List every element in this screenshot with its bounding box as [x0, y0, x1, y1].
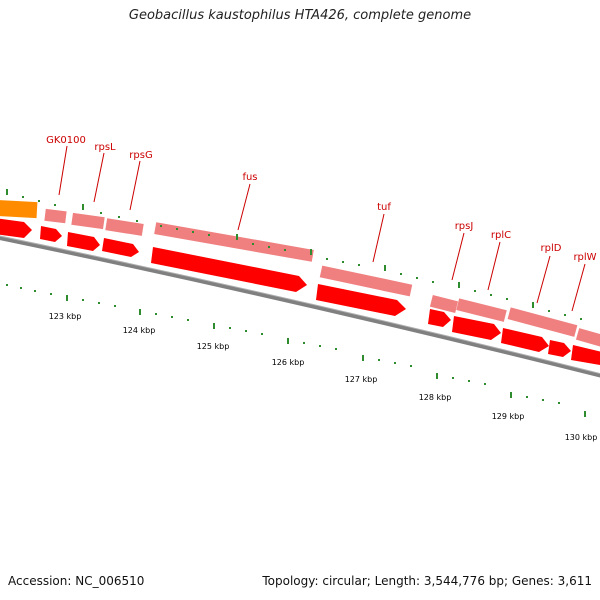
gene-box[interactable] — [154, 222, 314, 262]
gene-arrow[interactable] — [501, 328, 549, 352]
genome-backbone — [0, 236, 600, 378]
kbp-label-126: 126 kbp — [272, 358, 305, 367]
gene-label-rplw[interactable]: rplW — [573, 252, 596, 263]
gene-box[interactable] — [575, 328, 600, 348]
inner-tick-track — [6, 284, 586, 417]
gene-box[interactable] — [105, 218, 144, 236]
gene-label-leaders — [58, 145, 586, 312]
gene-box[interactable] — [71, 212, 105, 230]
gene-arrow[interactable] — [548, 340, 571, 357]
gene-arrow[interactable] — [151, 247, 307, 292]
kbp-labels: 123 kbp 124 kbp 125 kbp 126 kbp 127 kbp … — [49, 312, 598, 442]
gene-label-tuf[interactable]: tuf — [377, 202, 391, 213]
gene-box[interactable] — [319, 265, 413, 297]
kbp-label-123: 123 kbp — [49, 312, 82, 321]
outer-tick-track — [6, 189, 582, 320]
kbp-label-127: 127 kbp — [345, 375, 378, 384]
map-title: Geobacillus kaustophilus HTA426, complet… — [128, 8, 472, 23]
genome-stats-text: Topology: circular; Length: 3,544,776 bp… — [262, 574, 592, 588]
gene-arrow[interactable] — [102, 238, 139, 257]
gene-box[interactable] — [0, 199, 38, 219]
kbp-label-129: 129 kbp — [492, 412, 525, 421]
kbp-label-125: 125 kbp — [197, 342, 230, 351]
gene-box[interactable] — [44, 208, 67, 224]
gene-label-gk0100[interactable]: GK0100 — [46, 135, 86, 146]
gene-label-rplc[interactable]: rplC — [491, 230, 511, 241]
gene-arrow[interactable] — [428, 309, 451, 327]
gene-arrow[interactable] — [571, 345, 600, 366]
gene-box[interactable] — [507, 307, 578, 337]
outer-gene-track[interactable] — [0, 199, 600, 348]
gene-label-rpsj[interactable]: rpsJ — [455, 221, 474, 232]
accession-text: Accession: NC_006510 — [8, 574, 145, 588]
gene-label-rpld[interactable]: rplD — [541, 243, 562, 254]
gene-arrow[interactable] — [67, 232, 100, 251]
gene-label-fus[interactable]: fus — [242, 172, 257, 183]
gene-arrow[interactable] — [0, 218, 32, 238]
gene-box[interactable] — [456, 298, 507, 322]
inner-gene-track[interactable] — [0, 218, 600, 366]
genome-backbone-highlight — [0, 235, 600, 375]
kbp-label-124: 124 kbp — [123, 326, 156, 335]
gene-labels: GK0100 rpsL rpsG fus tuf rpsJ rplC rplD … — [46, 135, 597, 263]
gene-arrow[interactable] — [40, 226, 62, 242]
gene-label-rpsl[interactable]: rpsL — [94, 142, 116, 153]
gene-arrow[interactable] — [452, 316, 501, 340]
gene-box[interactable] — [429, 295, 459, 313]
kbp-label-128: 128 kbp — [419, 393, 452, 402]
gene-label-rpsg[interactable]: rpsG — [129, 150, 152, 161]
kbp-label-130: 130 kbp — [565, 433, 598, 442]
gene-arrow[interactable] — [316, 284, 406, 316]
